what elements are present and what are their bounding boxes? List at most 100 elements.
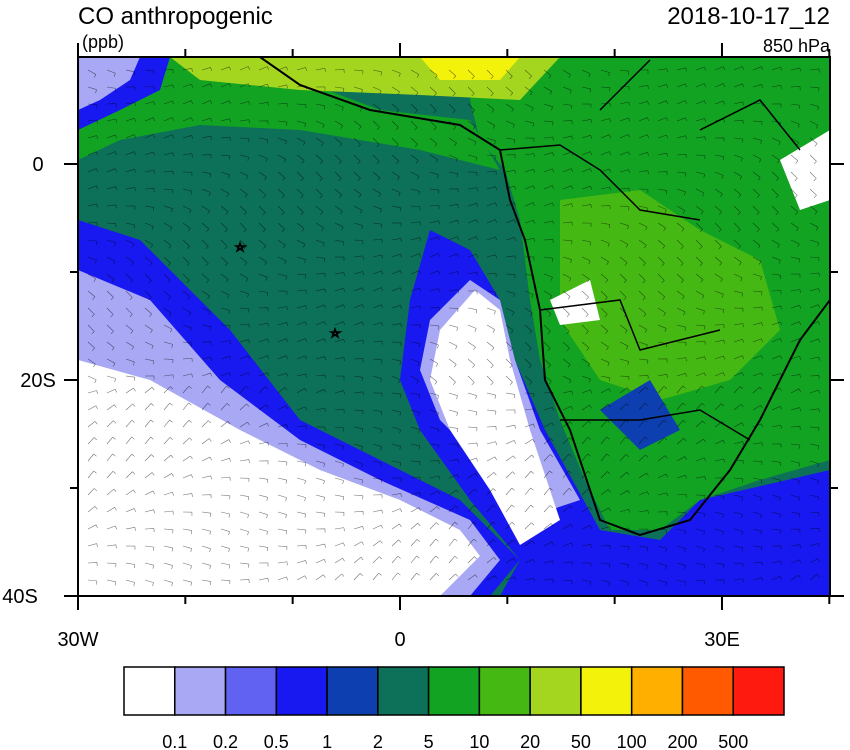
barb bbox=[334, 321, 345, 326]
barb bbox=[695, 100, 706, 105]
barb bbox=[201, 385, 211, 394]
barb bbox=[258, 171, 267, 181]
barb bbox=[505, 169, 516, 174]
borders bbox=[499, 59, 801, 441]
barb bbox=[391, 103, 400, 113]
barb bbox=[87, 273, 96, 282]
barb bbox=[144, 375, 155, 380]
barb bbox=[391, 86, 400, 95]
barb bbox=[733, 578, 744, 583]
barb bbox=[258, 256, 267, 266]
barb bbox=[809, 86, 820, 92]
barb bbox=[258, 545, 269, 552]
barb bbox=[733, 494, 744, 501]
barb bbox=[277, 424, 288, 428]
barb bbox=[391, 460, 402, 467]
barb bbox=[106, 436, 116, 445]
barb bbox=[695, 372, 706, 377]
barb bbox=[809, 574, 820, 581]
barb bbox=[106, 134, 117, 139]
barb bbox=[239, 256, 248, 266]
barb bbox=[372, 287, 383, 292]
barb bbox=[771, 443, 782, 448]
barb bbox=[733, 83, 744, 88]
barb bbox=[315, 338, 326, 343]
barb bbox=[277, 256, 287, 265]
barb bbox=[391, 305, 402, 309]
barb bbox=[429, 506, 440, 513]
barb bbox=[638, 374, 649, 379]
barb bbox=[163, 100, 174, 105]
barb bbox=[505, 341, 513, 352]
barb bbox=[448, 474, 459, 479]
barb bbox=[562, 524, 573, 530]
barb bbox=[258, 477, 269, 483]
barb bbox=[125, 375, 136, 381]
barb bbox=[239, 188, 248, 198]
barb bbox=[239, 355, 250, 360]
barb bbox=[638, 491, 649, 496]
field bbox=[78, 57, 830, 596]
barb bbox=[296, 205, 304, 216]
barb bbox=[619, 151, 630, 156]
barb bbox=[106, 307, 114, 318]
barb bbox=[220, 205, 229, 215]
barb bbox=[391, 154, 399, 164]
barb bbox=[790, 460, 801, 467]
barb bbox=[809, 205, 818, 215]
barb bbox=[524, 69, 532, 79]
barb bbox=[657, 402, 667, 411]
barb bbox=[410, 443, 421, 450]
barb bbox=[353, 255, 364, 260]
barb bbox=[391, 287, 402, 292]
barb bbox=[182, 437, 193, 445]
barb bbox=[372, 460, 383, 467]
barb bbox=[771, 256, 781, 264]
colorbar-swatch bbox=[478, 666, 531, 716]
barb bbox=[486, 254, 497, 259]
barb bbox=[334, 542, 345, 547]
barb bbox=[657, 222, 666, 232]
barb bbox=[524, 540, 535, 547]
barb bbox=[448, 459, 459, 463]
barb bbox=[581, 86, 592, 93]
barb bbox=[163, 374, 174, 379]
barb bbox=[372, 524, 383, 530]
barb bbox=[638, 419, 648, 428]
barb bbox=[619, 307, 627, 317]
barb bbox=[486, 307, 496, 315]
barb bbox=[220, 307, 231, 314]
barb bbox=[106, 525, 117, 530]
barb bbox=[296, 477, 306, 485]
barb bbox=[410, 555, 420, 564]
barb bbox=[752, 290, 763, 296]
barb bbox=[714, 494, 725, 500]
barb bbox=[600, 341, 609, 351]
barb bbox=[809, 304, 820, 309]
barb bbox=[448, 203, 459, 208]
barb bbox=[524, 103, 534, 112]
barb bbox=[372, 322, 383, 327]
barb bbox=[638, 454, 649, 462]
barb bbox=[676, 402, 686, 411]
barb bbox=[809, 222, 819, 231]
barb bbox=[771, 460, 782, 467]
barb bbox=[220, 511, 231, 518]
barb bbox=[752, 494, 762, 502]
barb bbox=[353, 154, 361, 165]
barb bbox=[657, 419, 667, 428]
barb bbox=[733, 511, 743, 519]
barb bbox=[144, 341, 154, 350]
barb bbox=[524, 219, 535, 224]
barb bbox=[638, 472, 649, 479]
barb bbox=[296, 171, 304, 182]
barb bbox=[448, 538, 458, 547]
barb bbox=[676, 511, 687, 517]
barb bbox=[467, 253, 478, 258]
barb bbox=[106, 86, 117, 92]
barb bbox=[353, 494, 364, 500]
barb bbox=[695, 256, 703, 267]
barb bbox=[467, 171, 478, 176]
barb bbox=[562, 488, 572, 496]
barb bbox=[733, 222, 741, 233]
